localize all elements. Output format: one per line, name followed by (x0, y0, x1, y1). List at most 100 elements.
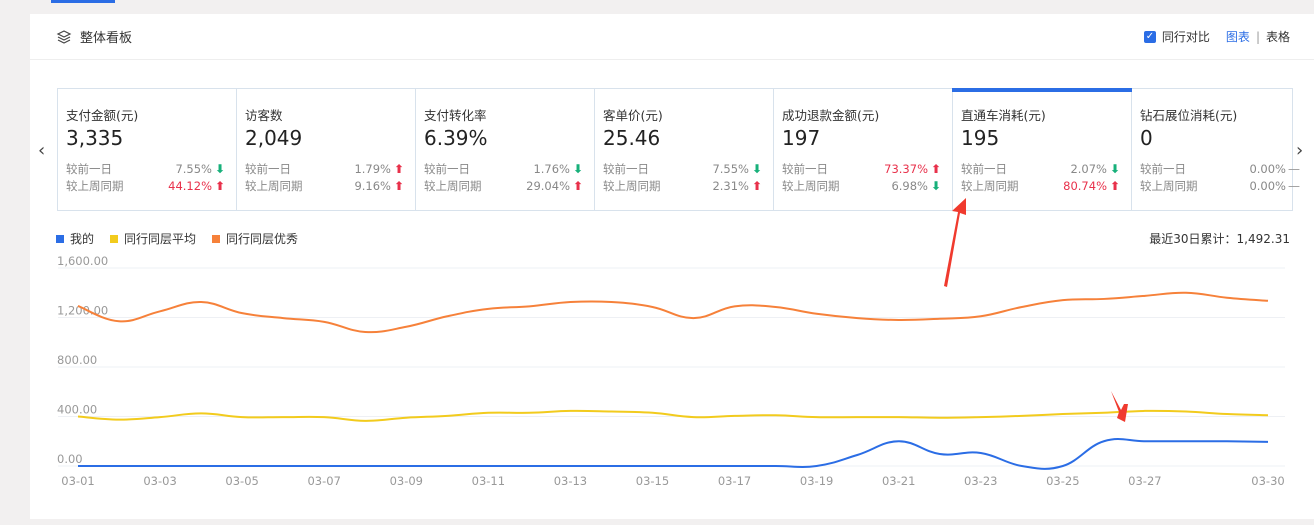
day-compare-label: 较前一日 (961, 161, 1007, 176)
metric-card[interactable]: 客单价(元) 25.46 较前一日 7.55% ⬇ 较上周同期 2.31% ⬆ (595, 89, 774, 210)
day-compare-label: 较前一日 (66, 161, 112, 176)
day-compare-label: 较前一日 (1140, 161, 1186, 176)
y-tick-label: 0.00 (57, 452, 83, 466)
week-compare-value: 44.12% (168, 178, 212, 193)
next-arrow-icon[interactable]: › (1296, 140, 1304, 161)
view-table-link[interactable]: 表格 (1265, 30, 1290, 44)
x-tick-label: 03-03 (143, 474, 176, 488)
metric-label: 访客数 (245, 108, 283, 123)
metric-cards: 支付金额(元) 3,335 较前一日 7.55% ⬇ 较上周同期 44.12% ⬆ 访客数… (57, 88, 1300, 211)
week-compare-value: 6.98% (891, 178, 928, 193)
week-compare-label: 较上周同期 (1140, 178, 1198, 193)
day-compare-value: 7.55% (712, 161, 749, 176)
metric-label: 客单价(元) (603, 108, 663, 123)
day-compare-value: 73.37% (884, 161, 928, 176)
y-tick-label: 1,600.00 (57, 254, 108, 268)
week-compare-label: 较上周同期 (961, 178, 1019, 193)
trend-up-icon: ⬆ (214, 178, 226, 193)
metric-label: 直通车消耗(元) (961, 108, 1046, 123)
total-30-days: 最近30日累计：1,492.31 (1149, 232, 1290, 246)
metric-card[interactable]: 访客数 2,049 较前一日 1.79% ⬆ 较上周同期 9.16% ⬆ (237, 89, 416, 210)
panel-title: 整体看板 (56, 27, 132, 46)
layers-icon (56, 29, 72, 44)
day-compare-label: 较前一日 (782, 161, 828, 176)
x-tick-label: 03-30 (1251, 474, 1284, 488)
week-compare-value: 29.04% (526, 178, 570, 193)
trend-down-icon: ⬇ (1109, 161, 1121, 176)
metric-card[interactable]: 支付转化率 6.39% 较前一日 1.76% ⬇ 较上周同期 29.04% ⬆ (416, 89, 595, 210)
x-tick-label: 03-11 (472, 474, 505, 488)
x-tick-label: 03-27 (1128, 474, 1161, 488)
trend-flat-icon: — (1288, 178, 1300, 193)
metric-value: 2,049 (245, 126, 303, 150)
week-compare-value: 80.74% (1063, 178, 1107, 193)
view-chart-link[interactable]: 图表 (1225, 30, 1250, 44)
trend-up-icon: ⬆ (1109, 178, 1121, 193)
x-tick-label: 03-23 (964, 474, 997, 488)
metric-value: 197 (782, 126, 821, 150)
trend-up-icon: ⬆ (751, 178, 763, 193)
day-compare-label: 较前一日 (603, 161, 649, 176)
compare-checkbox[interactable]: ✓ (1143, 30, 1156, 43)
week-compare-label: 较上周同期 (424, 178, 482, 193)
day-compare-value: 0.00% (1249, 161, 1286, 176)
metric-value: 195 (961, 126, 1000, 150)
series-line-同行同层优秀 (77, 291, 1269, 334)
metric-value: 3,335 (66, 126, 124, 150)
metric-label: 成功退款金额(元) (782, 108, 880, 123)
compare-label[interactable]: 同行对比 (1161, 30, 1210, 44)
metric-value: 0 (1140, 126, 1153, 150)
x-tick-label: 03-09 (390, 474, 423, 488)
trend-down-icon: ⬇ (214, 161, 226, 176)
week-compare-value: 9.16% (354, 178, 391, 193)
legend-item[interactable]: 同行同层平均 (110, 230, 196, 247)
metric-card[interactable]: 钻石展位消耗(元) 0 较前一日 0.00% — 较上周同期 0.00% — (1132, 89, 1310, 210)
day-compare-value: 2.07% (1070, 161, 1107, 176)
panel-title-text: 整体看板 (80, 31, 133, 46)
trend-up-icon: ⬆ (930, 161, 942, 176)
trend-up-icon: ⬆ (393, 161, 405, 176)
metric-value: 6.39% (424, 126, 488, 150)
metric-card[interactable]: 直通车消耗(元) 195 较前一日 2.07% ⬇ 较上周同期 80.74% ⬆ (952, 88, 1132, 210)
trend-flat-icon: — (1288, 161, 1300, 176)
legend-swatch (212, 234, 221, 243)
metric-label: 支付转化率 (424, 108, 487, 123)
x-tick-label: 03-25 (1046, 474, 1079, 488)
legend-swatch (110, 234, 119, 243)
trend-down-icon: ⬇ (751, 161, 763, 176)
legend-swatch (56, 234, 64, 243)
x-tick-label: 03-13 (554, 474, 587, 488)
x-tick-label: 03-17 (718, 474, 751, 488)
panel-header: 整体看板 ✓ 同行对比 图表 | 表格 (30, 14, 1314, 60)
x-tick-label: 03-19 (800, 474, 833, 488)
series-line-同行同层平均 (77, 409, 1269, 422)
week-compare-label: 较上周同期 (66, 178, 124, 193)
legend-label: 同行同层优秀 (226, 232, 299, 246)
trend-down-icon: ⬇ (572, 161, 584, 176)
prev-arrow-icon[interactable]: ‹ (38, 140, 46, 161)
overview-panel: 整体看板 ✓ 同行对比 图表 | 表格 ‹ › 支付金额(元) 3,335 较前… (30, 14, 1314, 519)
y-tick-label: 400.00 (57, 403, 97, 417)
chart-legend: 我的 同行同层平均 同行同层优秀 (56, 230, 298, 247)
trend-up-icon: ⬆ (572, 178, 584, 193)
day-compare-value: 1.79% (354, 161, 391, 176)
metric-label: 支付金额(元) (66, 108, 139, 123)
trend-down-icon: ⬇ (930, 178, 942, 193)
view-separator: | (1255, 29, 1260, 44)
x-tick-label: 03-07 (307, 474, 340, 488)
day-compare-value: 1.76% (533, 161, 570, 176)
x-tick-label: 03-01 (61, 474, 94, 488)
active-tab-indicator (51, 0, 115, 3)
legend-label: 同行同层平均 (124, 232, 197, 246)
week-compare-label: 较上周同期 (603, 178, 661, 193)
legend-item[interactable]: 我的 (56, 230, 94, 247)
week-compare-label: 较上周同期 (245, 178, 303, 193)
day-compare-value: 7.55% (175, 161, 212, 176)
x-tick-label: 03-05 (225, 474, 258, 488)
metric-label: 钻石展位消耗(元) (1140, 108, 1238, 123)
metric-card[interactable]: 支付金额(元) 3,335 较前一日 7.55% ⬇ 较上周同期 44.12% ⬆ (58, 89, 237, 210)
legend-item[interactable]: 同行同层优秀 (212, 230, 298, 247)
day-compare-label: 较前一日 (424, 161, 470, 176)
metric-card[interactable]: 成功退款金额(元) 197 较前一日 73.37% ⬆ 较上周同期 6.98% ⬇ (774, 89, 953, 210)
